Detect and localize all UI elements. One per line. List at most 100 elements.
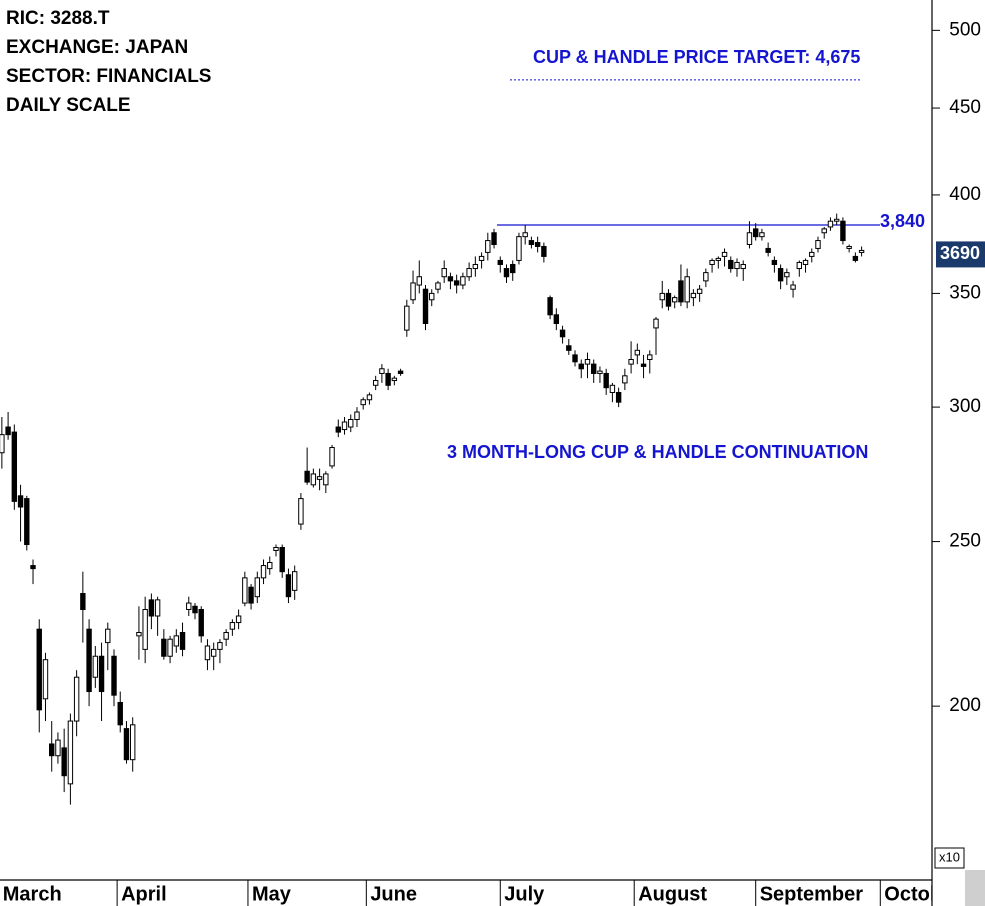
candle-body <box>86 628 92 693</box>
candle-body <box>186 602 192 611</box>
candle-body <box>759 232 765 238</box>
axis-multiplier: x10 <box>939 849 960 864</box>
candle-body <box>572 354 578 363</box>
candle-body <box>777 268 784 282</box>
candle-body <box>491 232 497 245</box>
candle-body <box>204 645 211 661</box>
candle-body <box>67 720 74 785</box>
candle-body <box>672 297 678 303</box>
candle-body <box>553 314 560 325</box>
candle-body <box>198 609 204 637</box>
y-tick-label: 200 <box>949 695 981 716</box>
candle-body <box>379 368 385 374</box>
candle-body <box>447 276 454 282</box>
candle-body <box>136 632 142 637</box>
x-tick-label: June <box>370 883 417 905</box>
candle-body <box>846 245 852 249</box>
last-price-label: 3690 <box>940 243 980 263</box>
y-tick-label: 350 <box>949 282 981 303</box>
candle-body <box>242 577 248 604</box>
candle-body <box>584 358 591 365</box>
candle-body <box>404 305 410 331</box>
y-tick-label: 250 <box>949 531 981 552</box>
candle-body <box>5 426 11 436</box>
candle-body <box>80 593 86 611</box>
candle-body <box>690 292 697 299</box>
last-price-box <box>936 241 985 268</box>
candle-body <box>852 255 859 261</box>
candle-body <box>17 495 24 508</box>
candle-body <box>559 329 566 338</box>
candle-body <box>634 349 641 356</box>
candle-body <box>217 642 223 650</box>
candle-body <box>485 240 491 253</box>
candle-body <box>534 242 541 247</box>
candle-body <box>329 447 335 467</box>
candle-body <box>528 240 535 245</box>
candle-body <box>0 434 5 454</box>
x-tick-label: March <box>3 883 62 905</box>
candle-body <box>354 411 360 420</box>
corner-box <box>965 870 985 906</box>
candle-body <box>73 676 80 722</box>
x-axis-labels: March April May June July August September Octo… <box>3 880 932 906</box>
target-label: CUP & HANDLE PRICE TARGET: 4,675 <box>533 47 860 67</box>
candle-body <box>715 257 722 261</box>
candle-body <box>298 498 304 525</box>
candle-body <box>541 245 547 257</box>
candle-body <box>310 473 317 486</box>
candle-body <box>503 268 510 278</box>
candle-body <box>223 632 229 640</box>
candle-body <box>49 743 55 757</box>
x-tick-label: August <box>638 883 707 905</box>
candle-body <box>192 605 198 614</box>
candle-body <box>348 418 354 428</box>
plot-area <box>0 79 880 805</box>
candle-body <box>210 648 217 657</box>
pattern-label: 3 MONTH-LONG CUP & HANDLE CONTINUATION <box>447 442 868 462</box>
candle-body <box>173 635 180 647</box>
candle-body <box>254 577 260 598</box>
candle-body <box>765 247 771 253</box>
candle-body <box>372 380 379 386</box>
candle-body <box>684 276 690 303</box>
candle-body <box>609 384 616 393</box>
x-tick-label: September <box>760 883 864 905</box>
candle-body <box>603 372 609 389</box>
candle-body <box>111 655 117 696</box>
candle-body <box>497 259 503 265</box>
candle-body <box>341 421 348 431</box>
candle-body <box>366 394 373 401</box>
candle-body <box>840 220 846 242</box>
candle-body <box>291 571 298 591</box>
candle-body <box>566 345 572 351</box>
candle-body <box>410 282 416 301</box>
candle-body <box>435 282 441 290</box>
candle-body <box>815 240 821 249</box>
candle-body <box>703 272 709 282</box>
x-tick-label: April <box>121 883 167 905</box>
candle-body <box>628 358 634 365</box>
candle-body <box>615 391 622 403</box>
candle-body <box>790 284 796 290</box>
candle-body <box>323 473 329 486</box>
candle-body <box>167 638 173 657</box>
candle-body <box>42 659 49 700</box>
y-tick-label: 300 <box>949 396 981 417</box>
candle-body <box>397 370 404 374</box>
candle-body <box>522 232 528 238</box>
candle-body <box>129 724 136 761</box>
candle-body <box>460 276 466 286</box>
candle-body <box>148 599 155 617</box>
candle-body <box>55 739 61 757</box>
candle-body <box>335 426 341 433</box>
candle-body <box>429 292 435 301</box>
candle-body <box>61 747 67 777</box>
candle-body <box>752 228 759 238</box>
candle-body <box>833 218 840 222</box>
candle-body <box>92 655 99 678</box>
candle-body <box>796 261 803 270</box>
x-tick-label: July <box>504 883 545 905</box>
candle-body <box>11 431 18 502</box>
